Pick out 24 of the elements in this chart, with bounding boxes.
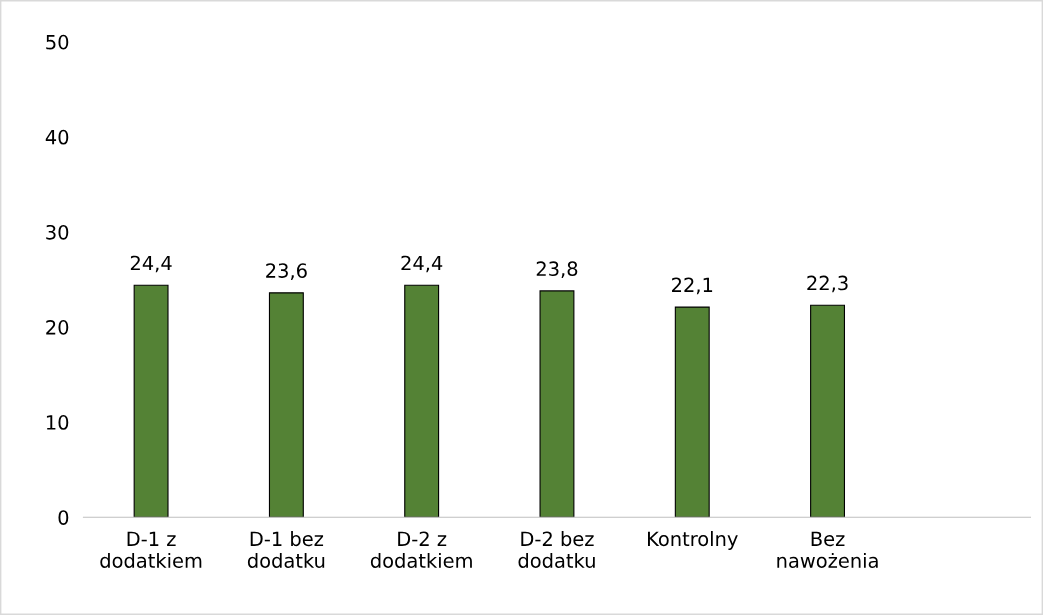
- x-tick-label: Kontrolny: [648, 531, 738, 550]
- y-tick-label: 10: [46, 415, 69, 430]
- bar: [674, 306, 710, 518]
- data-label: 23,8: [536, 261, 578, 279]
- x-tick-label: D-2 z dodatkiem: [370, 531, 472, 568]
- bar: [810, 304, 846, 518]
- bar: [268, 292, 304, 518]
- bar: [133, 284, 169, 518]
- data-label: 23,6: [266, 263, 307, 280]
- x-tick-label: D-1 z dodatkiem: [100, 531, 202, 568]
- x-tick-label: D-1 bez dodatku: [247, 531, 325, 568]
- y-tick-label: 30: [46, 224, 69, 240]
- bar: [539, 290, 575, 518]
- y-tick-label: 40: [45, 129, 69, 145]
- y-tick-label: 0: [58, 510, 69, 525]
- bar: [404, 284, 440, 518]
- data-label: 24,4: [401, 255, 443, 273]
- x-tick-label: D-2 bez dodatku: [518, 531, 595, 568]
- y-tick-label: 20: [46, 320, 69, 335]
- y-tick-label: 50: [46, 34, 69, 50]
- data-label: 24,4: [130, 255, 172, 273]
- data-label: 22,3: [807, 275, 848, 293]
- x-tick-label: Bez nawożenia: [777, 531, 878, 568]
- data-label: 22,1: [672, 277, 713, 295]
